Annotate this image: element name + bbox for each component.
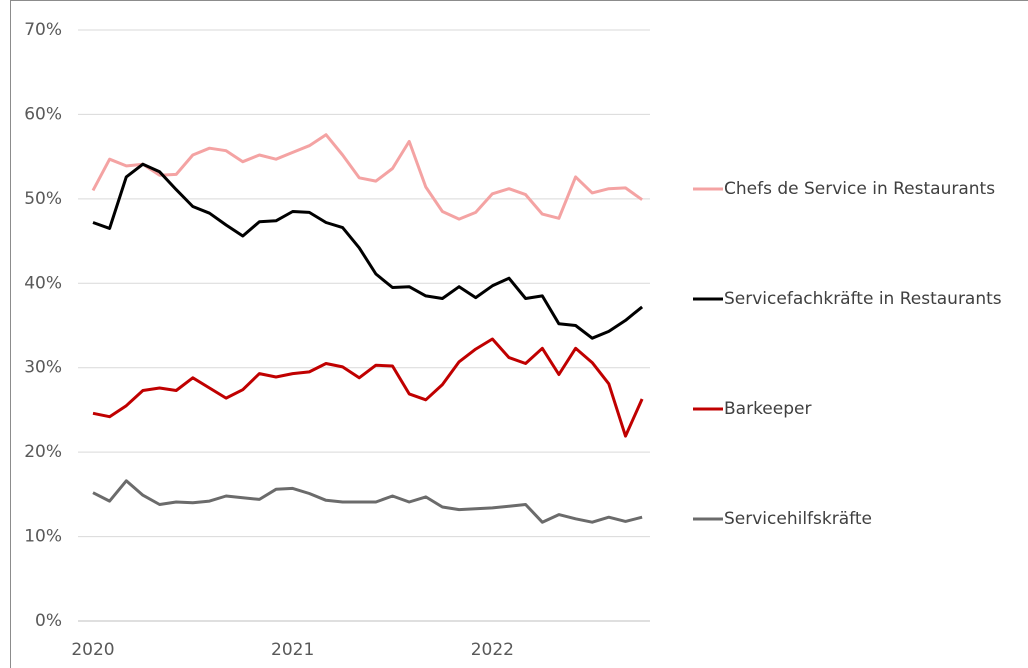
x-tick-label: 2022 [471,640,514,660]
series-line [92,337,644,438]
x-tick-label: 2020 [71,640,114,660]
series-line [91,133,643,221]
y-tick-label: 60% [24,104,62,124]
y-tick-label: 70% [24,20,62,40]
y-tick-label: 20% [24,442,62,462]
legend-text: Chefs de Service in Restaurants [724,179,995,199]
legend-text: Barkeeper [724,399,811,419]
x-tick-label: 2021 [271,640,314,660]
legend-text: Servicehilfskräfte [724,509,872,529]
y-tick-label: 10% [24,527,62,547]
chart-frame [10,0,1028,668]
series-line [92,479,643,524]
y-tick-label: 40% [24,273,62,293]
series-line [92,162,644,340]
y-tick-label: 30% [24,358,62,378]
y-tick-label: 50% [24,189,62,209]
legend-text: Servicefachkräfte in Restaurants [724,289,1002,309]
y-tick-label: 0% [35,611,62,631]
